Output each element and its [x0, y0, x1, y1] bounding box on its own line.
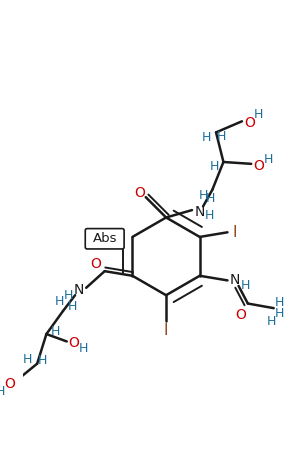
Text: Abs: Abs	[92, 232, 117, 245]
Text: O: O	[244, 116, 255, 130]
Text: O: O	[235, 308, 246, 321]
Text: H: H	[198, 189, 208, 202]
Text: H: H	[202, 131, 211, 144]
Text: H: H	[68, 300, 77, 313]
Text: H: H	[51, 325, 60, 338]
Text: H: H	[55, 295, 64, 308]
Text: H: H	[23, 353, 33, 365]
FancyBboxPatch shape	[85, 228, 124, 249]
Text: O: O	[4, 377, 15, 391]
Text: N: N	[74, 283, 84, 297]
Text: H: H	[267, 315, 277, 328]
Text: O: O	[253, 159, 264, 173]
Text: H: H	[254, 108, 263, 121]
Text: N: N	[230, 273, 240, 287]
Text: I: I	[233, 225, 237, 240]
Text: O: O	[90, 257, 101, 271]
Text: I: I	[164, 323, 168, 338]
Text: H: H	[0, 385, 5, 398]
Text: H: H	[38, 354, 47, 367]
Text: H: H	[217, 130, 226, 143]
Text: H: H	[205, 209, 214, 222]
Text: O: O	[134, 186, 145, 201]
Text: N: N	[194, 205, 205, 219]
Text: H: H	[209, 160, 219, 173]
Text: H: H	[64, 289, 73, 302]
Text: H: H	[275, 296, 284, 309]
Text: H: H	[264, 153, 274, 166]
Text: O: O	[69, 337, 80, 350]
Text: H: H	[275, 307, 284, 320]
Text: H: H	[206, 193, 215, 205]
Text: H: H	[79, 342, 88, 355]
Text: H: H	[240, 279, 250, 293]
